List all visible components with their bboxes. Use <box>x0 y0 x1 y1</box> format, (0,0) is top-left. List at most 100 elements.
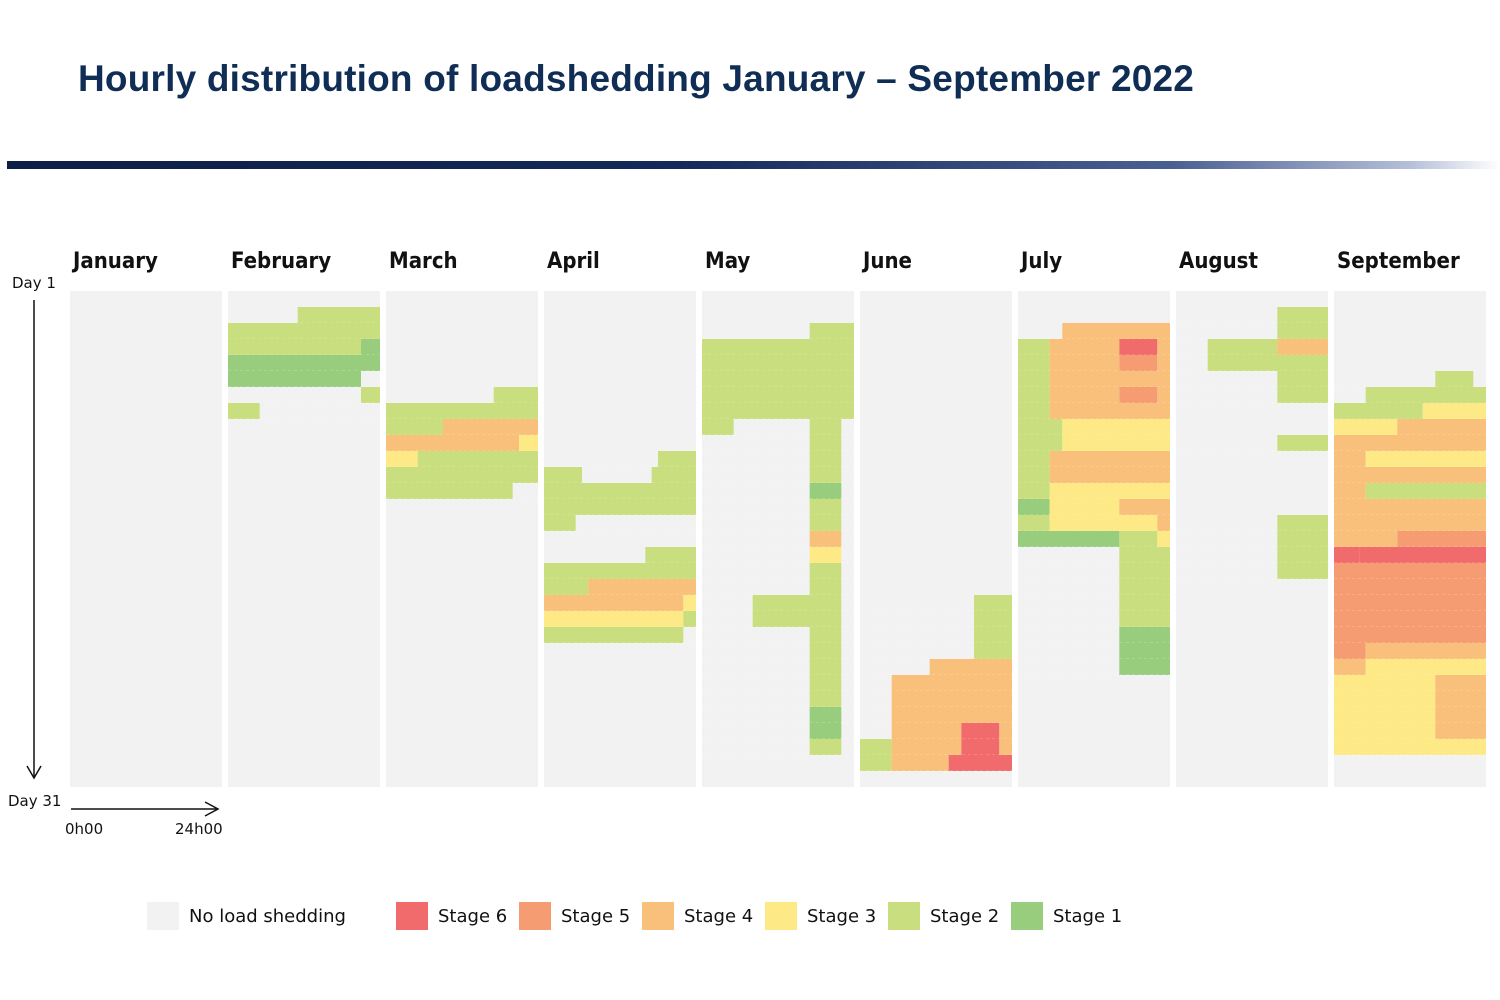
cell-stage-4 <box>891 707 1012 723</box>
cell-stage-6 <box>961 723 1000 739</box>
cell-stage-2 <box>752 611 842 627</box>
cell-stage-4 <box>544 595 684 611</box>
cell-stage-2 <box>809 675 842 691</box>
cell-stage-3 <box>519 435 538 451</box>
cell-stage-4 <box>1157 387 1170 403</box>
cell-stage-2 <box>702 355 854 371</box>
cell-stage-2 <box>1119 531 1158 547</box>
cell-stage-2 <box>386 419 443 435</box>
cell-stage-2 <box>386 483 513 499</box>
cell-stage-2 <box>702 403 854 419</box>
cell-stage-2 <box>297 307 380 323</box>
cell-stage-1 <box>228 355 380 371</box>
legend-item-none: No load shedding <box>147 900 346 932</box>
cell-stage-5 <box>1119 387 1158 403</box>
cell-stage-2 <box>1277 387 1328 403</box>
cell-stage-2 <box>809 563 842 579</box>
cell-stage-3 <box>1334 675 1436 691</box>
cell-stage-4 <box>929 659 1012 675</box>
cell-stage-4 <box>1334 451 1366 467</box>
cell-stage-3 <box>1422 403 1486 419</box>
cell-stage-2 <box>1365 387 1486 403</box>
month-label-june: June <box>861 249 912 274</box>
axis-group: Day 1 Day 31 0h00 24h00 <box>8 274 223 838</box>
cell-stage-4 <box>588 579 696 595</box>
cell-stage-3 <box>1334 419 1398 435</box>
cell-stage-5 <box>1119 355 1158 371</box>
cell-stage-2 <box>752 595 842 611</box>
cell-stage-4 <box>1049 371 1170 387</box>
cell-stage-2 <box>228 403 260 419</box>
cell-stage-2 <box>1018 483 1050 499</box>
cell-stage-1 <box>228 371 361 387</box>
cell-stage-4 <box>1049 355 1120 371</box>
cell-stage-4 <box>809 531 842 547</box>
day-axis-arrowhead <box>26 765 42 780</box>
cell-stage-4 <box>1365 643 1486 659</box>
legend-item-stage3: Stage 3 <box>765 900 876 932</box>
cell-stage-2 <box>1435 371 1474 387</box>
cell-stage-4 <box>1435 675 1486 691</box>
cell-stage-4 <box>999 723 1012 739</box>
month-panel-january <box>70 291 222 787</box>
cell-stage-2 <box>544 627 684 643</box>
cell-stage-4 <box>1334 499 1486 515</box>
cell-stage-1 <box>1119 643 1170 659</box>
legend-item-stage5: Stage 5 <box>519 900 630 932</box>
month-panel-march <box>386 291 538 787</box>
legend-label: No load shedding <box>189 905 346 927</box>
cell-stage-3 <box>1334 723 1436 739</box>
legend-swatch <box>396 902 428 930</box>
legend-swatch <box>888 902 920 930</box>
cell-stage-2 <box>1277 323 1328 339</box>
month-label-july: July <box>1019 249 1062 274</box>
cell-stage-4 <box>1334 531 1398 547</box>
cell-stage-6 <box>1334 547 1360 563</box>
cell-stage-3 <box>1365 451 1486 467</box>
cell-stage-3 <box>809 547 842 563</box>
cell-stage-2 <box>702 339 854 355</box>
cell-stage-4 <box>1157 339 1170 355</box>
cell-stage-2 <box>361 387 380 403</box>
month-label-january: January <box>71 249 158 274</box>
cell-stage-4 <box>1334 467 1486 483</box>
cell-stage-4 <box>1334 483 1366 499</box>
loadshedding-heatmap: January February March April May June July Augu… <box>8 249 1486 838</box>
cell-stage-2 <box>1277 307 1328 323</box>
legend-swatch <box>147 902 179 930</box>
cell-stage-4 <box>1435 691 1486 707</box>
legend-label: Stage 4 <box>684 905 754 927</box>
cell-stage-2 <box>1018 355 1050 371</box>
cell-stage-2 <box>809 691 842 707</box>
cell-stage-4 <box>891 675 1012 691</box>
cell-stage-2 <box>386 403 538 419</box>
cell-stage-2 <box>974 627 1012 643</box>
cell-stage-6 <box>961 739 1000 755</box>
cell-stage-2 <box>809 579 842 595</box>
cell-stage-4 <box>1157 355 1170 371</box>
cell-stage-2 <box>809 515 842 531</box>
cell-stage-4 <box>1277 339 1328 355</box>
cell-stage-2 <box>417 451 538 467</box>
month-label-may: May <box>705 249 750 274</box>
cell-stage-2 <box>702 371 854 387</box>
cell-stage-2 <box>544 467 582 483</box>
cell-stage-1 <box>809 707 842 723</box>
cell-stage-4 <box>1049 387 1120 403</box>
cell-stage-5 <box>1334 611 1486 627</box>
cell-stage-3 <box>1062 435 1170 451</box>
cell-stage-2 <box>1277 371 1328 387</box>
cell-stage-2 <box>1018 467 1050 483</box>
cell-stage-2 <box>809 419 842 435</box>
cell-stage-2 <box>1018 371 1050 387</box>
legend-item-stage4: Stage 4 <box>642 900 753 932</box>
cell-stage-2 <box>809 323 854 339</box>
cell-stage-5 <box>1334 627 1486 643</box>
cell-stage-3 <box>1157 531 1170 547</box>
cell-stage-2 <box>544 515 576 531</box>
cell-stage-2 <box>1365 483 1486 499</box>
cell-stage-2 <box>1119 595 1170 611</box>
cell-stage-1 <box>809 723 842 739</box>
cell-stage-2 <box>974 595 1012 611</box>
cell-stage-2 <box>1018 339 1050 355</box>
